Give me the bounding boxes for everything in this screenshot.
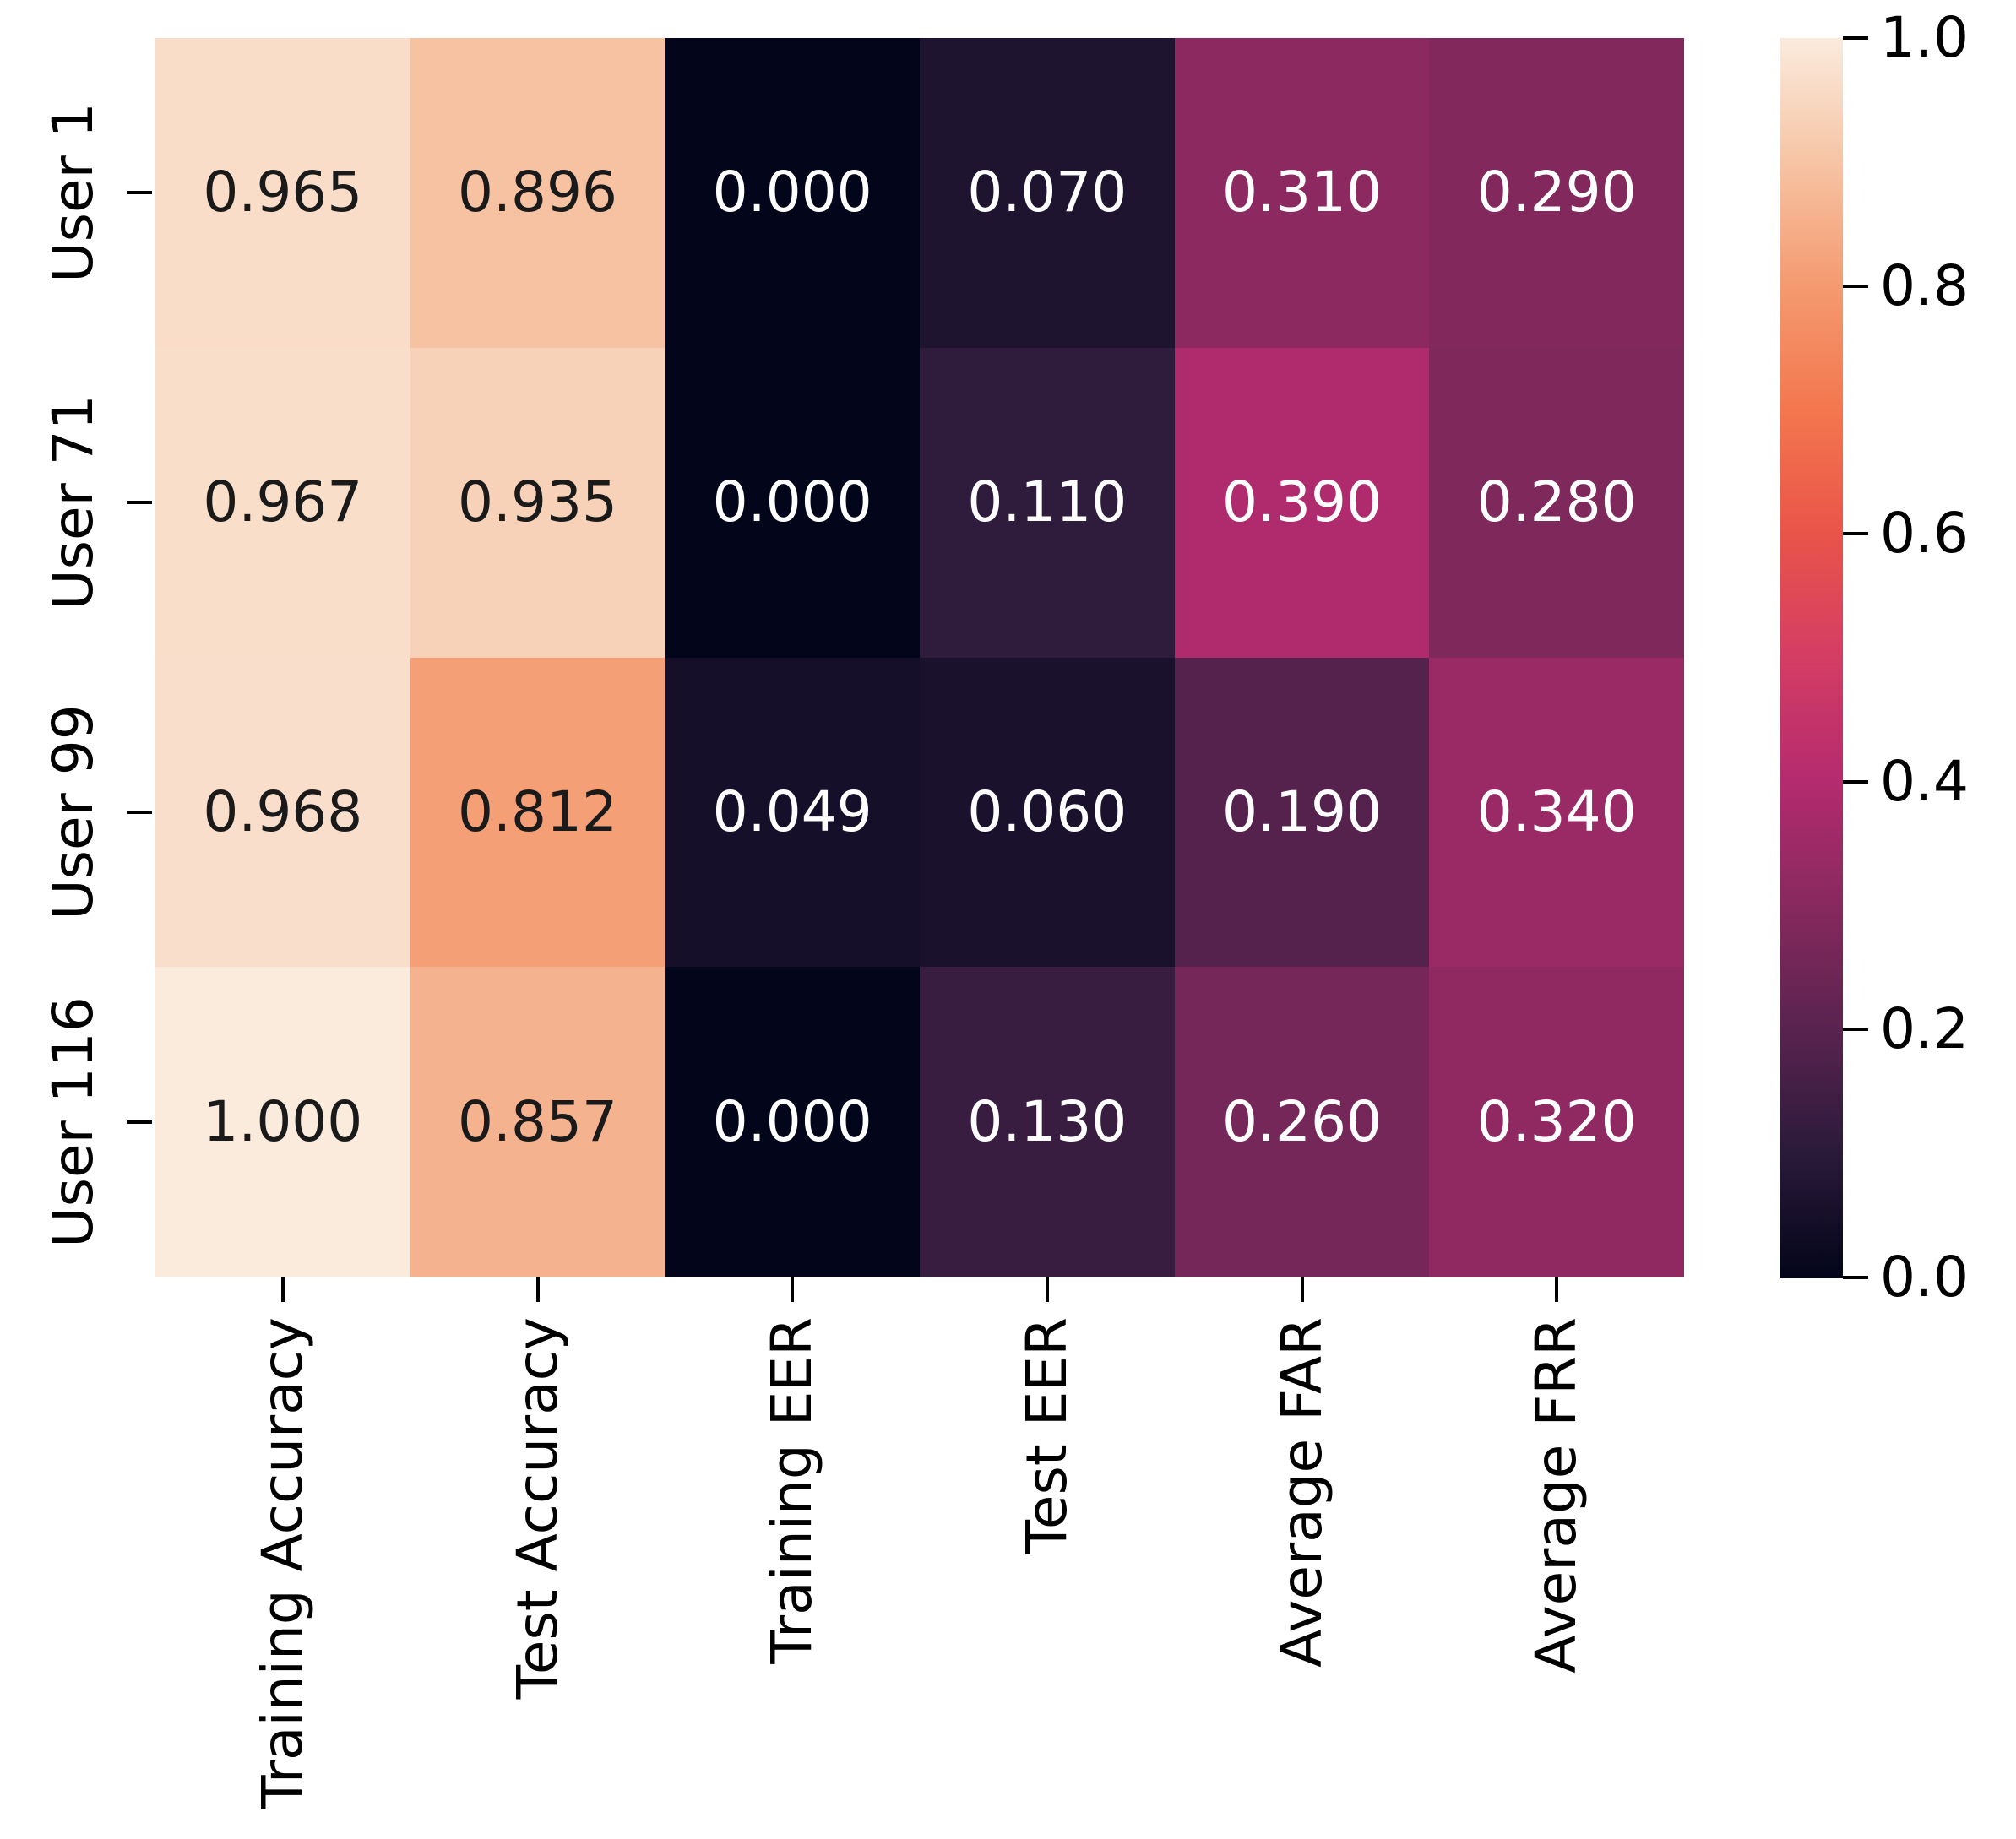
heatmap-cell: 1.000 [155,967,410,1277]
y-tick-label: User 116 [41,996,106,1248]
heatmap-cell: 0.049 [665,657,920,968]
heatmap-cell: 0.060 [919,657,1175,968]
heatmap-cell: 0.967 [155,347,410,658]
x-tick-mark [1046,1277,1049,1302]
heatmap-cell: 0.320 [1429,967,1684,1277]
y-tick-label: User 71 [41,394,106,610]
x-tick-mark [791,1277,794,1302]
colorbar-tick-label: 0.2 [1880,996,1969,1061]
colorbar-tick-label: 0.8 [1880,253,1969,318]
x-tick-label: Average FRR [1524,1317,1589,1674]
y-tick-mark [127,191,152,194]
heatmap-cell: 0.340 [1429,657,1684,968]
x-tick-label: Test EER [1014,1317,1079,1554]
x-tick-mark [536,1277,540,1302]
y-tick-label: User 99 [41,704,106,920]
heatmap-cell: 0.935 [410,347,666,658]
colorbar-tick-mark [1843,1028,1868,1031]
heatmap-plot-area: 0.965 0.896 0.000 0.070 0.310 0.290 0.96… [155,38,1684,1277]
colorbar-tick-label: 0.6 [1880,501,1969,566]
heatmap-cell: 0.000 [665,38,920,348]
heatmap-cell: 0.070 [919,38,1175,348]
y-tick-mark [127,811,152,814]
heatmap-cell: 0.390 [1174,347,1430,658]
heatmap-cell: 0.000 [665,967,920,1277]
heatmap-cell: 0.965 [155,38,410,348]
heatmap-cell: 0.290 [1429,38,1684,348]
heatmap-cell: 0.110 [919,347,1175,658]
heatmap-cell: 0.190 [1174,657,1430,968]
x-tick-label: Training Accuracy [250,1317,315,1809]
heatmap-cell: 0.896 [410,38,666,348]
x-tick-mark [1555,1277,1558,1302]
x-tick-label: Average FAR [1269,1317,1334,1668]
heatmap-cell: 0.260 [1174,967,1430,1277]
colorbar-tick-label: 1.0 [1880,5,1969,70]
colorbar-tick-mark [1843,1276,1868,1279]
x-tick-label: Training EER [759,1317,824,1664]
colorbar-tick-mark [1843,532,1868,535]
colorbar-tick-label: 0.4 [1880,749,1969,814]
y-tick-mark [127,1120,152,1124]
y-tick-label: User 1 [41,102,106,283]
colorbar-tick-label: 0.0 [1880,1245,1969,1310]
colorbar-tick-mark [1843,780,1868,784]
x-tick-mark [281,1277,285,1302]
heatmap-cell: 0.000 [665,347,920,658]
heatmap-cell: 0.857 [410,967,666,1277]
colorbar [1780,38,1843,1278]
x-tick-label: Test Accuracy [505,1317,570,1700]
x-tick-mark [1301,1277,1304,1302]
heatmap-cell: 0.310 [1174,38,1430,348]
heatmap-cell: 0.968 [155,657,410,968]
heatmap-cell: 0.130 [919,967,1175,1277]
heatmap-cell: 0.812 [410,657,666,968]
heatmap-cell: 0.280 [1429,347,1684,658]
y-tick-mark [127,501,152,504]
colorbar-tick-mark [1843,36,1868,40]
colorbar-tick-mark [1843,285,1868,288]
